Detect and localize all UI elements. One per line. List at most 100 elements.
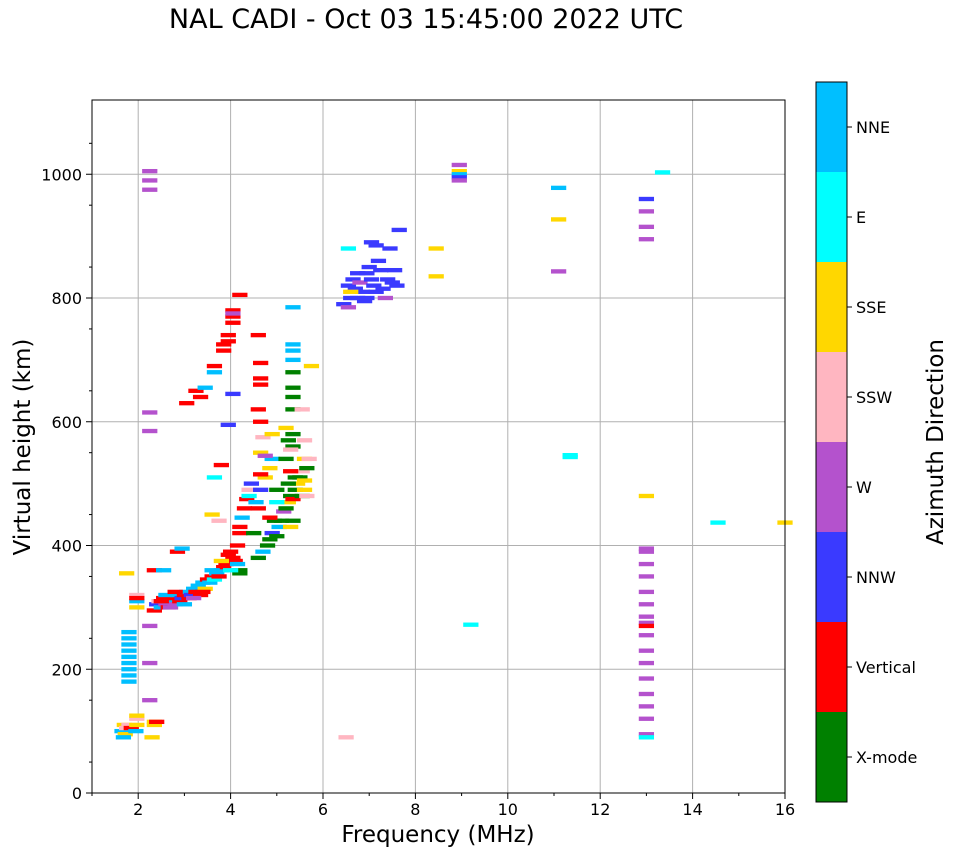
data-point (142, 428, 158, 434)
data-point (296, 438, 313, 443)
data-point (119, 571, 135, 576)
data-point (129, 592, 145, 598)
data-point (227, 558, 243, 564)
data-point (285, 342, 301, 347)
colorbar-segment (816, 262, 847, 352)
data-point (285, 444, 301, 449)
colorbar-label: Azimuth Direction (923, 339, 949, 545)
data-point (121, 667, 137, 672)
data-point (229, 543, 246, 548)
data-point (370, 258, 387, 264)
data-point (262, 515, 278, 520)
data-point (121, 660, 137, 666)
data-point (283, 447, 299, 452)
data-point (162, 605, 179, 610)
data-point (117, 732, 133, 737)
colorbar-tick-label: SSE (856, 298, 886, 317)
data-point (345, 277, 361, 282)
data-point (186, 595, 202, 601)
data-point (638, 196, 655, 202)
data-point (225, 311, 241, 316)
data-point (255, 435, 271, 440)
data-point (195, 589, 211, 595)
data-point (239, 496, 255, 502)
data-point (638, 716, 655, 721)
data-point (121, 629, 137, 635)
data-point (269, 500, 285, 505)
data-point (285, 370, 301, 375)
data-point (264, 530, 280, 536)
data-point (269, 487, 285, 492)
data-point (380, 277, 396, 282)
data-point (149, 602, 165, 607)
data-point (340, 246, 357, 251)
y-axis-label: Virtual height (km) (10, 339, 36, 556)
data-point (264, 431, 280, 437)
data-point (283, 469, 299, 474)
x-tick-label: 8 (410, 800, 420, 819)
data-point (294, 407, 310, 412)
data-point (236, 506, 253, 511)
data-point (204, 512, 220, 517)
data-point (179, 589, 195, 595)
data-point (206, 370, 223, 375)
data-point (128, 728, 144, 734)
data-point (359, 295, 375, 301)
data-point (183, 592, 199, 598)
data-point (232, 568, 248, 573)
y-tick-label: 200 (51, 660, 82, 679)
data-point (638, 237, 655, 242)
data-point (232, 530, 248, 536)
data-point (225, 308, 241, 313)
data-point (149, 719, 165, 725)
data-point (299, 465, 315, 471)
data-point (121, 654, 137, 660)
data-point (638, 589, 655, 595)
colorbar-segment (816, 712, 847, 802)
data-point (285, 348, 301, 353)
data-point (129, 599, 145, 604)
data-point (155, 595, 172, 601)
data-point (146, 568, 162, 573)
data-point (129, 713, 145, 718)
data-point (121, 636, 137, 641)
y-tick-label: 0 (72, 784, 82, 803)
data-point (222, 549, 239, 554)
data-point (451, 172, 467, 177)
data-point (377, 295, 393, 301)
data-point (638, 676, 655, 681)
data-point (550, 269, 567, 274)
data-point (211, 574, 227, 579)
data-point (153, 599, 169, 604)
data-point (206, 475, 223, 480)
data-point (232, 571, 248, 576)
data-point (285, 496, 301, 502)
data-point (142, 410, 158, 415)
data-point (206, 363, 223, 369)
colorbar-tick-label: X-mode (856, 748, 917, 767)
data-point (354, 289, 370, 294)
data-point (340, 305, 357, 310)
colorbar-segment (816, 442, 847, 532)
data-point (213, 462, 229, 468)
x-tick-label: 2 (133, 800, 143, 819)
data-point (285, 518, 301, 523)
x-tick-label: 14 (682, 800, 702, 819)
data-point (225, 314, 241, 319)
data-point (250, 506, 266, 511)
data-point (368, 289, 384, 294)
data-point (169, 549, 186, 554)
data-point (220, 332, 236, 338)
x-tick-label: 4 (226, 800, 236, 819)
data-point (428, 274, 444, 279)
colorbar-tick-label: NNW (856, 568, 896, 587)
data-point (280, 481, 296, 486)
data-point (347, 286, 363, 291)
data-point (121, 648, 137, 653)
data-point (234, 515, 250, 520)
data-point (638, 704, 655, 709)
colorbar-segment (816, 532, 847, 622)
data-point (222, 568, 239, 573)
x-axis-label: Frequency (MHz) (341, 822, 534, 848)
